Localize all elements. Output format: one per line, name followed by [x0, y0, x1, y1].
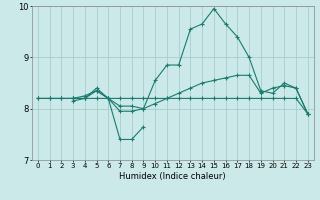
- X-axis label: Humidex (Indice chaleur): Humidex (Indice chaleur): [119, 172, 226, 181]
